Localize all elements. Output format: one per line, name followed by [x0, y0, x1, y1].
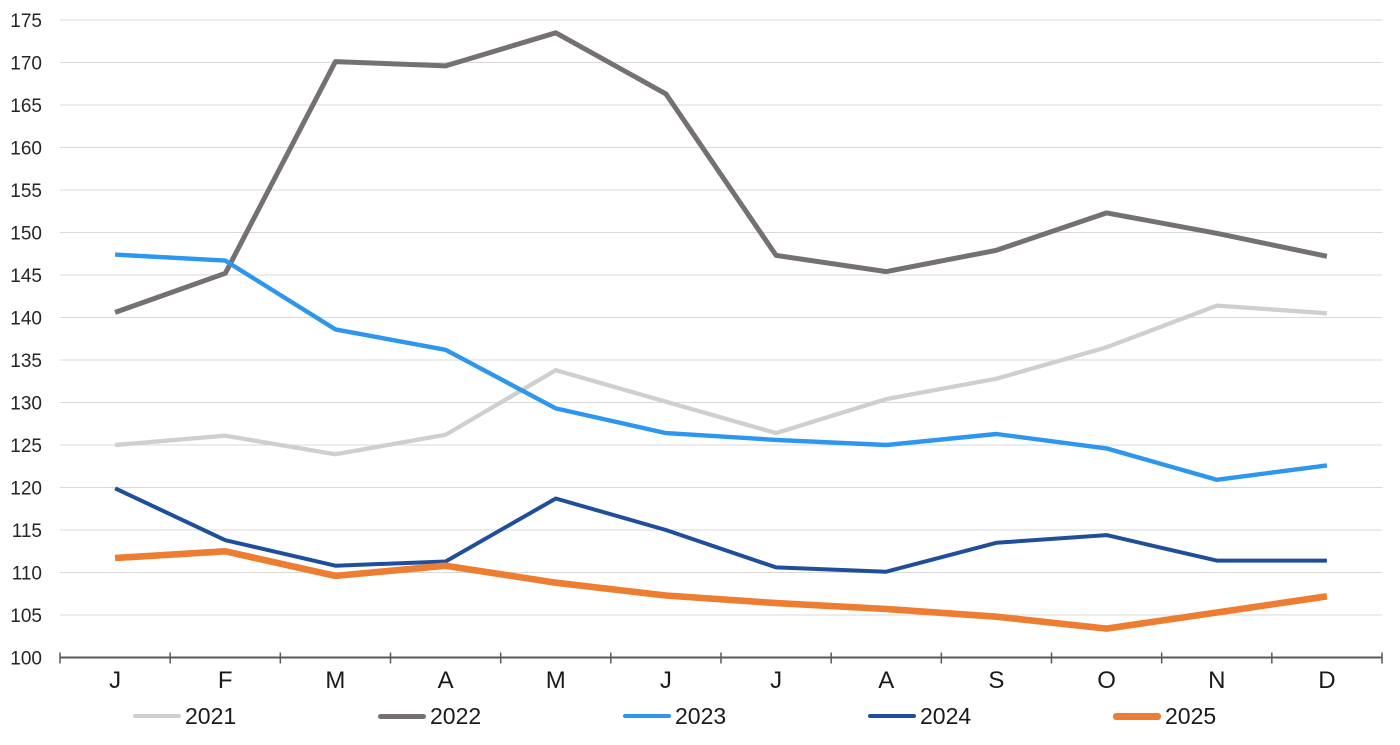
- series-line-2024: [114, 486, 1327, 574]
- legend-label-2021: 2021: [185, 702, 237, 729]
- y-tick-label-155: 155: [10, 181, 42, 202]
- y-tick-label-165: 165: [10, 96, 42, 117]
- y-tick-label-125: 125: [10, 436, 42, 457]
- y-tick-label-160: 160: [10, 139, 42, 160]
- legend-item-2024: 2024: [868, 702, 1113, 729]
- y-tick-label-100: 100: [10, 649, 42, 670]
- legend-label-2024: 2024: [920, 702, 972, 729]
- x-tick-label-1-F: F: [218, 667, 233, 694]
- y-tick-label-175: 175: [10, 11, 42, 32]
- series-line-2021: [114, 303, 1328, 457]
- legend-swatch-2021: [133, 714, 181, 718]
- x-tick-label-7-A: A: [878, 667, 894, 694]
- x-tick-label-3-A: A: [438, 667, 454, 694]
- x-tick-label-4-M: M: [546, 667, 566, 694]
- x-tick-label-10-N: N: [1208, 667, 1225, 694]
- x-tick-label-6-J: J: [770, 667, 782, 694]
- legend-label-2025: 2025: [1165, 702, 1217, 729]
- line-plot: 100 105 110 115 120 125 130 135 140 145 150 155 160 1…: [10, 11, 1383, 694]
- legend-item-2021: 2021: [133, 702, 378, 729]
- x-tick-label-9-O: O: [1097, 667, 1116, 694]
- legend-item-2023: 2023: [623, 702, 868, 729]
- x-tick-label-5-J: J: [660, 667, 672, 694]
- y-tick-label-110: 110: [12, 564, 42, 585]
- x-tick-label-0-J: J: [109, 667, 121, 694]
- series-line-2025: [114, 547, 1328, 632]
- y-tick-label-130: 130: [10, 394, 42, 415]
- legend-item-2025: 2025: [1113, 702, 1358, 729]
- y-tick-label-170: 170: [10, 54, 42, 75]
- legend-label-2023: 2023: [675, 702, 727, 729]
- x-tick-label-11-D: D: [1318, 667, 1335, 694]
- x-tick-label-8-S: S: [988, 667, 1004, 694]
- legend-swatch-2023: [623, 714, 671, 718]
- x-tick-label-2-M: M: [325, 667, 345, 694]
- y-tick-label-140: 140: [10, 309, 42, 330]
- legend-item-2022: 2022: [378, 702, 623, 729]
- y-tick-label-150: 150: [10, 224, 42, 245]
- y-tick-label-135: 135: [10, 351, 42, 372]
- y-tick-label-115: 115: [12, 521, 42, 542]
- y-tick-label-120: 120: [10, 479, 42, 500]
- y-tick-label-105: 105: [10, 606, 42, 627]
- legend-label-2022: 2022: [430, 702, 482, 729]
- legend-swatch-2024: [868, 714, 916, 718]
- series-line-2023: [114, 252, 1328, 482]
- legend-swatch-2022: [378, 713, 426, 719]
- legend-swatch-2025: [1113, 712, 1161, 720]
- legend: 2021 2022 2023 2024 2025: [133, 694, 1358, 738]
- y-tick-label-145: 145: [10, 266, 42, 287]
- series-line-2022: [114, 30, 1328, 315]
